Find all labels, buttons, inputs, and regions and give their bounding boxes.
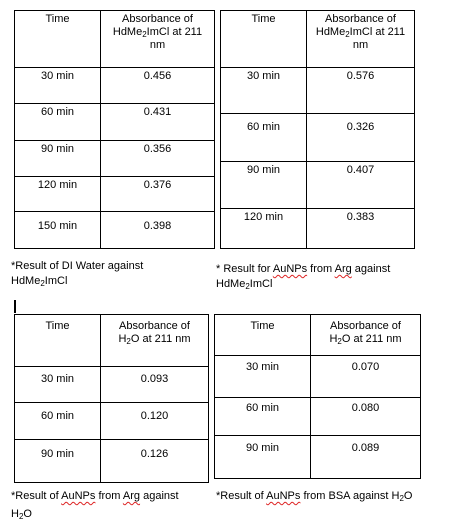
- time-cell: 90 min: [14, 439, 101, 483]
- time-cell: 90 min: [214, 435, 311, 479]
- time-cell: 150 min: [14, 211, 101, 249]
- value-cell: 0.376: [100, 176, 215, 212]
- value-cell: 0.356: [100, 140, 215, 177]
- time-cell: 30 min: [214, 355, 311, 398]
- table-row: 60 min 0.326: [220, 113, 415, 162]
- caption-aunps-arg-h2o: *Result of AuNPs from Arg against H2O: [11, 490, 179, 521]
- table-row: 30 min 0.093: [14, 366, 209, 403]
- table-aunps-bsa-h2o: Time Absorbance of H2O at 211 nm 30 min …: [214, 314, 421, 479]
- time-cell: 90 min: [220, 161, 307, 209]
- header-time: Time: [214, 314, 311, 356]
- header-absorbance: Absorbance of HdMe2ImCl at 211 nm: [306, 10, 415, 68]
- header-absorbance: Absorbance of H2O at 211 nm: [310, 314, 421, 356]
- table-row: 30 min 0.576: [220, 67, 415, 114]
- table-row: 90 min 0.089: [214, 435, 421, 479]
- value-cell: 0.093: [100, 366, 209, 403]
- time-cell: 90 min: [14, 140, 101, 177]
- table-di-water: Time Absorbance of HdMe2ImCl at 211 nm 3…: [14, 10, 215, 249]
- table-row: 120 min 0.383: [220, 208, 415, 249]
- table-row: 60 min 0.120: [14, 402, 209, 440]
- header-time: Time: [14, 314, 101, 367]
- time-cell: 120 min: [220, 208, 307, 249]
- table-row: 90 min 0.407: [220, 161, 415, 209]
- value-cell: 0.383: [306, 208, 415, 249]
- time-cell: 60 min: [14, 103, 101, 141]
- value-cell: 0.126: [100, 439, 209, 483]
- table-row: 120 min 0.376: [14, 176, 215, 212]
- value-cell: 0.407: [306, 161, 415, 209]
- header-absorbance: Absorbance of H2O at 211 nm: [100, 314, 209, 367]
- value-cell: 0.456: [100, 67, 215, 104]
- time-cell: 60 min: [220, 113, 307, 162]
- table-row: 90 min 0.356: [14, 140, 215, 177]
- value-cell: 0.080: [310, 397, 421, 436]
- time-cell: 30 min: [220, 67, 307, 114]
- time-cell: 30 min: [14, 67, 101, 104]
- value-cell: 0.398: [100, 211, 215, 249]
- table-row: 30 min 0.070: [214, 355, 421, 398]
- value-cell: 0.120: [100, 402, 209, 440]
- caption-aunps-arg-hdme2imcl: * Result for AuNPs from Arg against HdMe…: [216, 263, 391, 291]
- value-cell: 0.089: [310, 435, 421, 479]
- header-absorbance: Absorbance of HdMe2ImCl at 211 nm: [100, 10, 215, 68]
- table-row: 30 min 0.456: [14, 67, 215, 104]
- table-aunps-arg-hdme2imcl: Time Absorbance of HdMe2ImCl at 211 nm 3…: [220, 10, 415, 249]
- value-cell: 0.070: [310, 355, 421, 398]
- table-row: 90 min 0.126: [14, 439, 209, 483]
- value-cell: 0.576: [306, 67, 415, 114]
- header-time: Time: [14, 10, 101, 68]
- time-cell: 120 min: [14, 176, 101, 212]
- time-cell: 60 min: [214, 397, 311, 436]
- table-row: 60 min 0.080: [214, 397, 421, 436]
- time-cell: 30 min: [14, 366, 101, 403]
- table-row: 60 min 0.431: [14, 103, 215, 141]
- value-cell: 0.431: [100, 103, 215, 141]
- value-cell: 0.326: [306, 113, 415, 162]
- table-row: 150 min 0.398: [14, 211, 215, 249]
- time-cell: 60 min: [14, 402, 101, 440]
- caption-aunps-bsa-h2o: *Result of AuNPs from BSA against H2O: [216, 490, 413, 503]
- table-aunps-arg-h2o: Time Absorbance of H2O at 211 nm 30 min …: [14, 314, 209, 483]
- caption-di-water: *Result of DI Water against HdMe2ImCl: [11, 260, 144, 288]
- text-cursor: [14, 300, 16, 313]
- header-time: Time: [220, 10, 307, 68]
